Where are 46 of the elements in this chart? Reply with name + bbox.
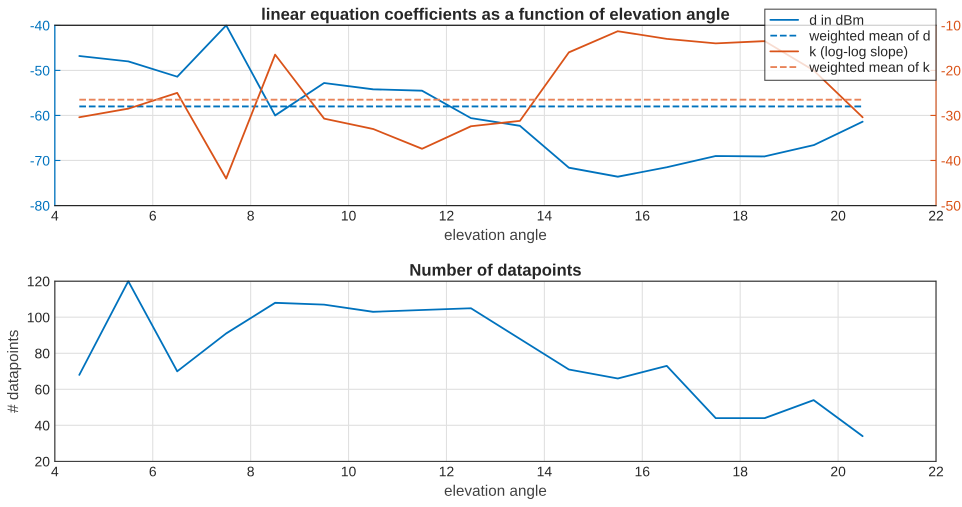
x-tick-label: 10	[342, 466, 356, 476]
y-tick-label: 120	[28, 276, 50, 286]
y-tick-label: -70	[30, 156, 50, 166]
y2-tick-label: -50	[942, 200, 960, 211]
x-tick-label: 18	[734, 210, 748, 221]
y-axis-title: # datapoints	[7, 330, 22, 413]
y-tick-label: -40	[30, 20, 50, 31]
x-tick-label: 6	[150, 466, 156, 476]
y2-tick-label: -30	[942, 110, 960, 121]
x-tick-label: 10	[342, 210, 356, 221]
line-series	[78, 280, 864, 438]
x-tick-label: 4	[51, 210, 58, 220]
legend-label: weighted mean of d	[809, 30, 930, 44]
y2-tick-label: -20	[942, 66, 960, 76]
x-tick-label: 12	[440, 466, 454, 476]
y-tick-label: 80	[35, 348, 50, 358]
x-tick-label: 8	[247, 210, 254, 221]
legend-label: k (log-log slope)	[810, 46, 908, 60]
y-tick-label: 40	[34, 420, 50, 431]
y-tick-label: -50	[30, 66, 50, 76]
y-tick-label: 60	[35, 384, 50, 394]
x-tick-label: 16	[636, 210, 650, 221]
x-tick-label: 18	[734, 466, 748, 476]
y-tick-label: -60	[30, 110, 50, 121]
y-tick-label: 20	[35, 456, 50, 467]
y-tick-label: 100	[28, 312, 50, 322]
x-tick-label: 12	[440, 210, 454, 220]
x-tick-label: 16	[636, 466, 650, 476]
x-tick-label: 14	[538, 466, 552, 476]
y2-tick-label: -10	[942, 20, 960, 31]
x-axis-title: elevation angle	[444, 228, 546, 244]
x-tick-label: 4	[51, 466, 58, 476]
legend-label: weighted mean of k	[809, 62, 930, 75]
x-tick-label: 8	[247, 466, 254, 476]
y2-tick-label: -40	[942, 156, 960, 166]
x-tick-label: 20	[831, 210, 846, 221]
x-axis-title: elevation angle	[444, 484, 546, 499]
x-tick-label: 22	[929, 466, 944, 476]
x-tick-label: 14	[538, 210, 552, 220]
y-tick-label: -80	[30, 200, 50, 211]
x-tick-label: 6	[150, 210, 156, 221]
legend-label: d in dBm	[810, 14, 864, 25]
chart-title: Number of datapoints	[410, 264, 581, 280]
x-tick-label: 22	[929, 210, 944, 220]
chart-title: linear equation coefficients as a function of elevation angle	[262, 8, 730, 24]
x-tick-label: 20	[831, 466, 846, 476]
